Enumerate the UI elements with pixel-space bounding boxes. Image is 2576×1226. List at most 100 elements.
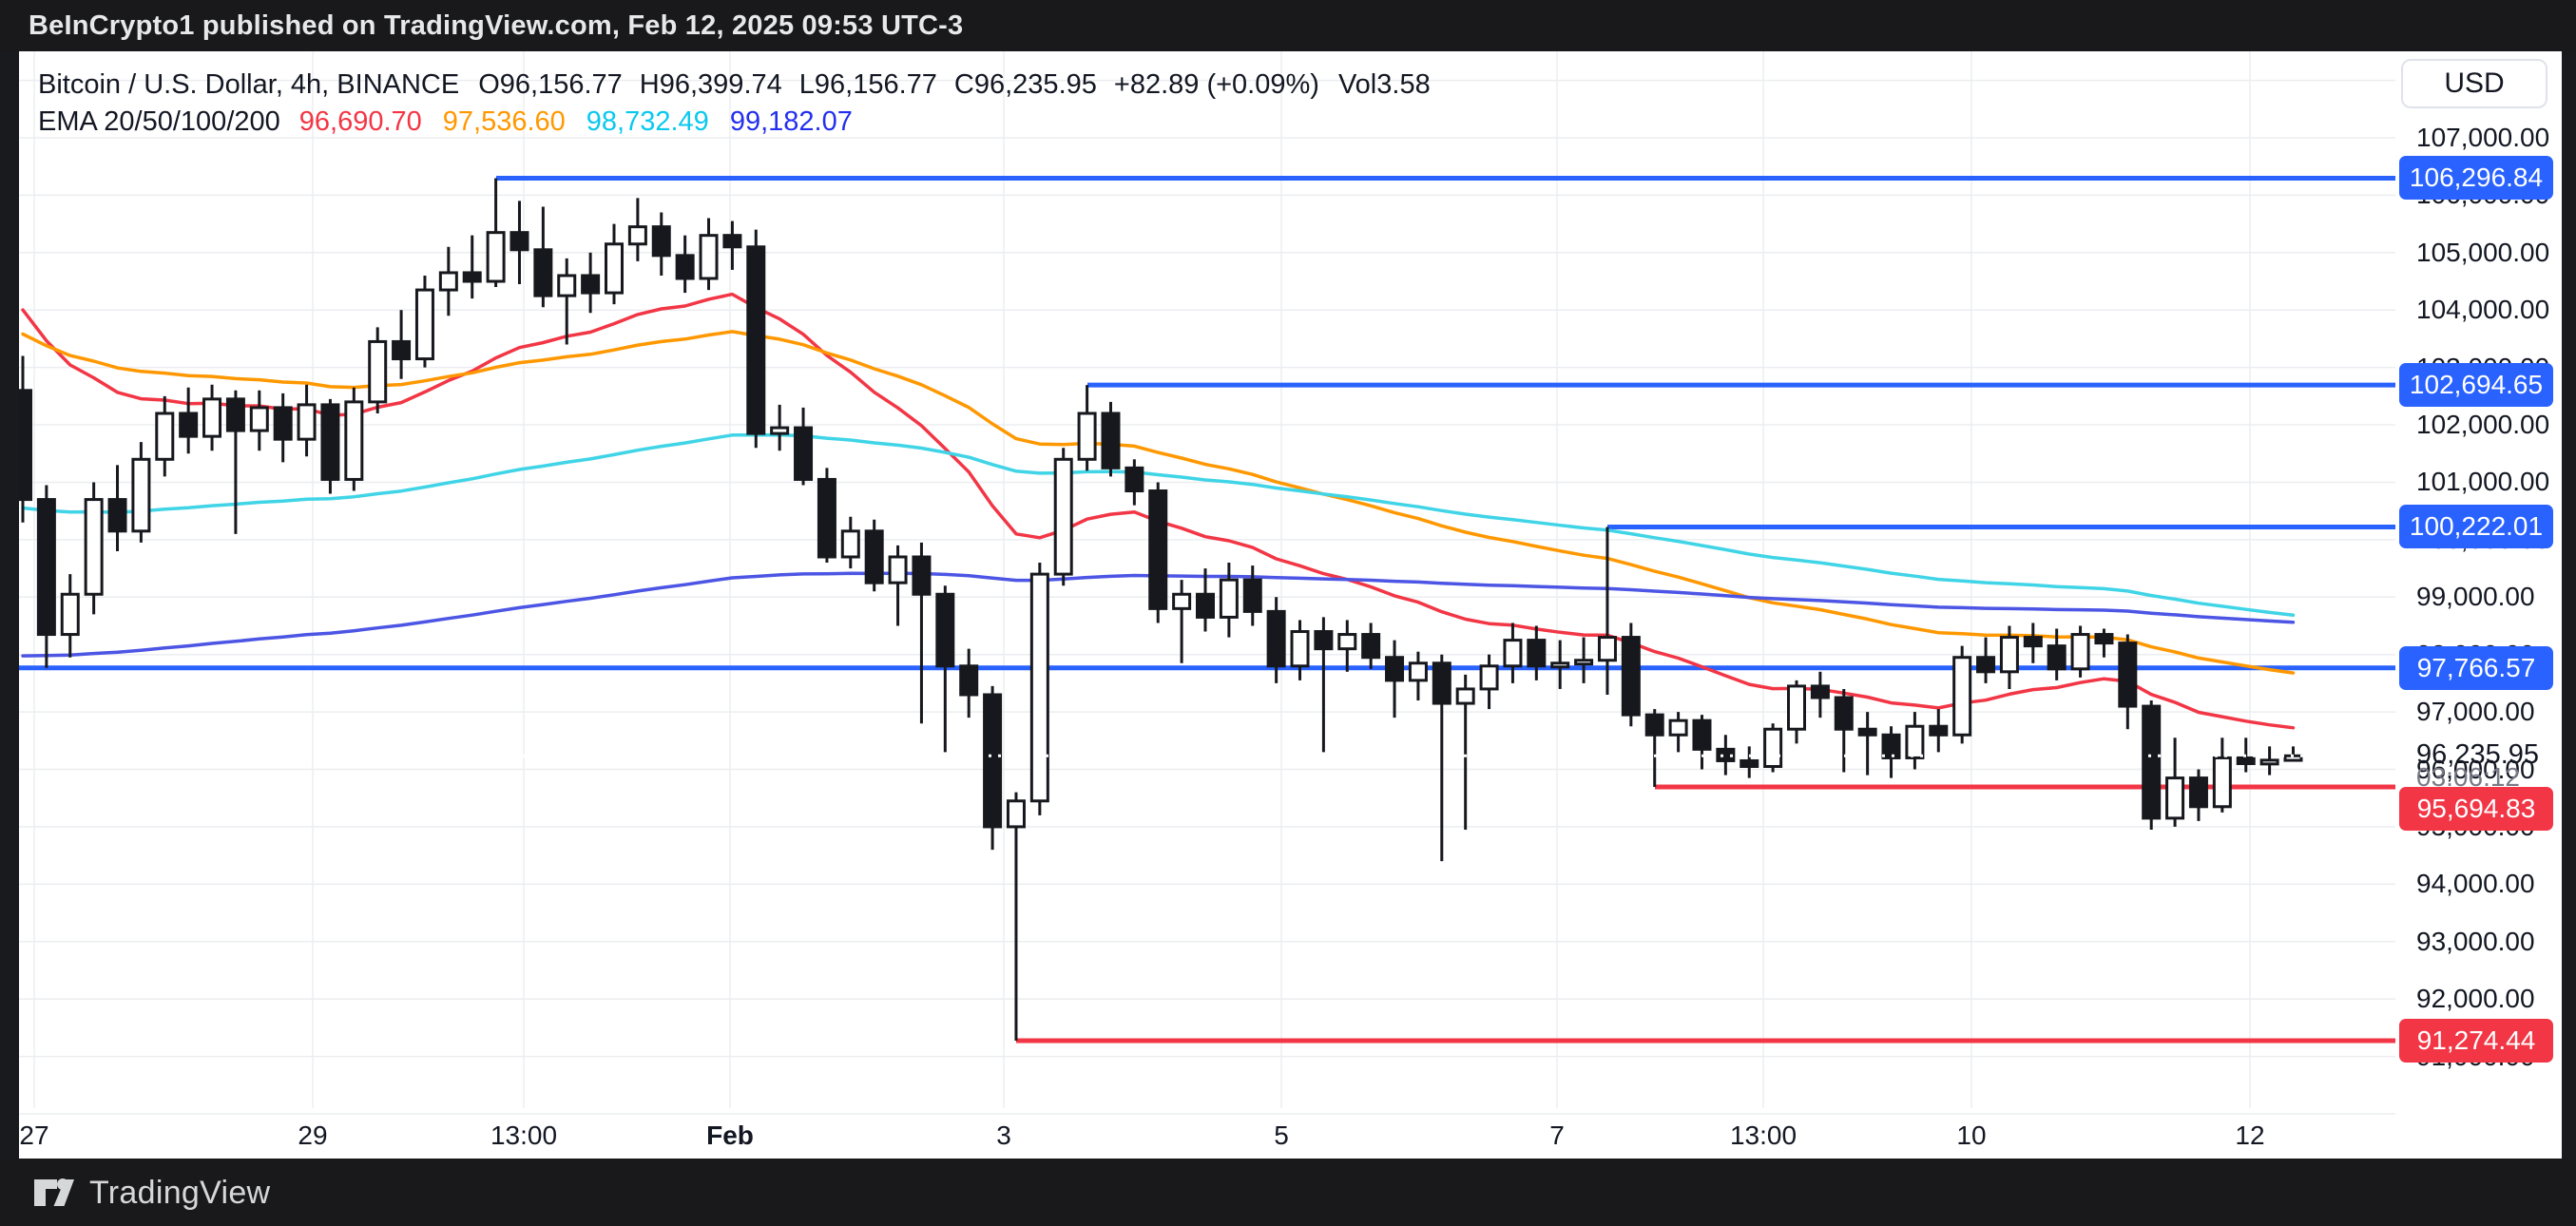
candle	[1763, 723, 1783, 773]
candle	[2142, 700, 2162, 830]
tradingview-logo-icon	[34, 1178, 74, 1206]
candle	[1125, 459, 1144, 506]
level-price-pill: 95,694.83	[2399, 786, 2553, 831]
candle	[1337, 620, 1357, 672]
candle	[1999, 625, 2019, 689]
candle	[1929, 709, 1949, 753]
candle	[1196, 568, 1215, 632]
time-tick-label: 13:00	[490, 1121, 558, 1150]
candle	[19, 355, 32, 523]
candle	[864, 519, 884, 592]
candle	[320, 398, 340, 494]
ema-value-2: 98,732.49	[586, 106, 709, 137]
time-tick-label: 29	[298, 1121, 328, 1150]
candle	[1053, 448, 1073, 586]
price-tick-label: 96,000.00	[2416, 754, 2535, 784]
candle	[179, 387, 199, 454]
ema-100-line[interactable]	[21, 432, 2296, 618]
candle	[297, 384, 317, 457]
candle	[2283, 746, 2303, 762]
candle	[2165, 738, 2185, 827]
ema-value-0: 96,690.70	[298, 106, 422, 137]
ohlc-item-l: L96,156.77	[798, 69, 937, 100]
candle	[225, 390, 245, 534]
candle	[1787, 680, 1806, 744]
ohlc-item-h: H96,399.74	[639, 69, 782, 100]
tradingview-wordmark: TradingView	[89, 1174, 271, 1211]
time-tick-label: 12	[2235, 1121, 2265, 1150]
currency-toggle-button[interactable]: USD	[2401, 59, 2547, 108]
candle	[1668, 712, 1688, 753]
bottom-bar: TradingView	[0, 1159, 2576, 1226]
candle	[722, 220, 742, 270]
price-axis[interactable]: USD 91,000.0092,000.0093,000.0094,000.00…	[2395, 51, 2562, 1159]
change-value: +82.89 (+0.09%)	[1113, 69, 1319, 100]
level-price-pill: 97,766.57	[2399, 645, 2553, 690]
candle	[1881, 726, 1901, 778]
candle	[392, 310, 412, 379]
candle	[1290, 620, 1310, 680]
candle	[2259, 746, 2279, 776]
candle	[2023, 623, 2043, 663]
candle	[1455, 674, 1475, 830]
chart-legend: Bitcoin / U.S. Dollar, 4h, BINANCE O96,15…	[38, 67, 1450, 141]
candle	[746, 229, 766, 449]
symbol-title[interactable]: Bitcoin / U.S. Dollar, 4h, BINANCE	[38, 69, 460, 100]
candle	[1077, 385, 1097, 471]
price-tick-label: 97,000.00	[2416, 697, 2535, 727]
candle	[2188, 769, 2208, 821]
ohlc-values: O96,156.77 H96,399.74 L96,156.77 C96,235.95	[478, 69, 1114, 100]
candle	[1740, 746, 1759, 778]
candle	[1976, 637, 1996, 683]
candle	[2094, 628, 2114, 658]
candle	[1550, 640, 1570, 689]
ema-label[interactable]: EMA 20/50/100/200	[38, 106, 280, 137]
price-tick-label: 105,000.00	[2416, 237, 2550, 267]
volume-value: 3.58	[1376, 69, 1431, 100]
candle	[888, 545, 908, 626]
symbol-row: Bitcoin / U.S. Dollar, 4h, BINANCE O96,15…	[38, 67, 1450, 104]
candle	[344, 387, 364, 491]
price-tick-label: 102,000.00	[2416, 410, 2550, 440]
candle	[1006, 792, 1026, 1042]
ema-value-1: 97,536.60	[442, 106, 566, 137]
tradingview-logo[interactable]: TradingView	[32, 1172, 270, 1214]
candle	[486, 178, 506, 288]
candle	[1385, 640, 1405, 718]
candle	[2118, 634, 2138, 730]
time-tick-label: 3	[996, 1121, 1011, 1150]
candle	[2212, 738, 2232, 813]
publish-info-text: BeInCrypto1 published on TradingView.com…	[29, 10, 964, 41]
level-price-pill: 91,274.44	[2399, 1019, 2553, 1063]
candle	[794, 407, 814, 486]
candle	[202, 384, 222, 451]
bar-countdown-timer: 03:06:12	[2416, 762, 2520, 792]
level-price-pill: 106,296.84	[2399, 156, 2553, 201]
price-tick-label: 107,000.00	[2416, 122, 2550, 152]
time-tick-label: 5	[1274, 1121, 1289, 1150]
chart-panel: Bitcoin / U.S. Dollar, 4h, BINANCE O96,15…	[19, 51, 2562, 1159]
candle	[1479, 654, 1499, 710]
candle	[438, 246, 458, 316]
candle	[1029, 563, 1049, 815]
publish-info-bar: BeInCrypto1 published on TradingView.com…	[0, 0, 2576, 51]
candle	[36, 485, 56, 668]
ema-row: EMA 20/50/100/200 96,690.70 97,536.60 98,73…	[38, 104, 1450, 141]
ema-50-line[interactable]	[21, 330, 2296, 675]
candle	[273, 393, 293, 463]
candle	[1219, 563, 1239, 638]
price-chart-plot[interactable]	[19, 51, 2395, 1159]
candle	[1716, 735, 1736, 776]
ema-value-3: 99,182.07	[729, 106, 853, 137]
candle	[249, 390, 269, 451]
candle	[1692, 715, 1712, 770]
candle	[1101, 401, 1121, 477]
candles	[19, 178, 2303, 1042]
candle	[1857, 712, 1877, 776]
candle	[368, 327, 388, 413]
candle	[581, 252, 601, 314]
candle	[1503, 623, 1523, 683]
candle	[605, 223, 624, 305]
candle	[1432, 654, 1451, 862]
candle	[557, 258, 577, 345]
